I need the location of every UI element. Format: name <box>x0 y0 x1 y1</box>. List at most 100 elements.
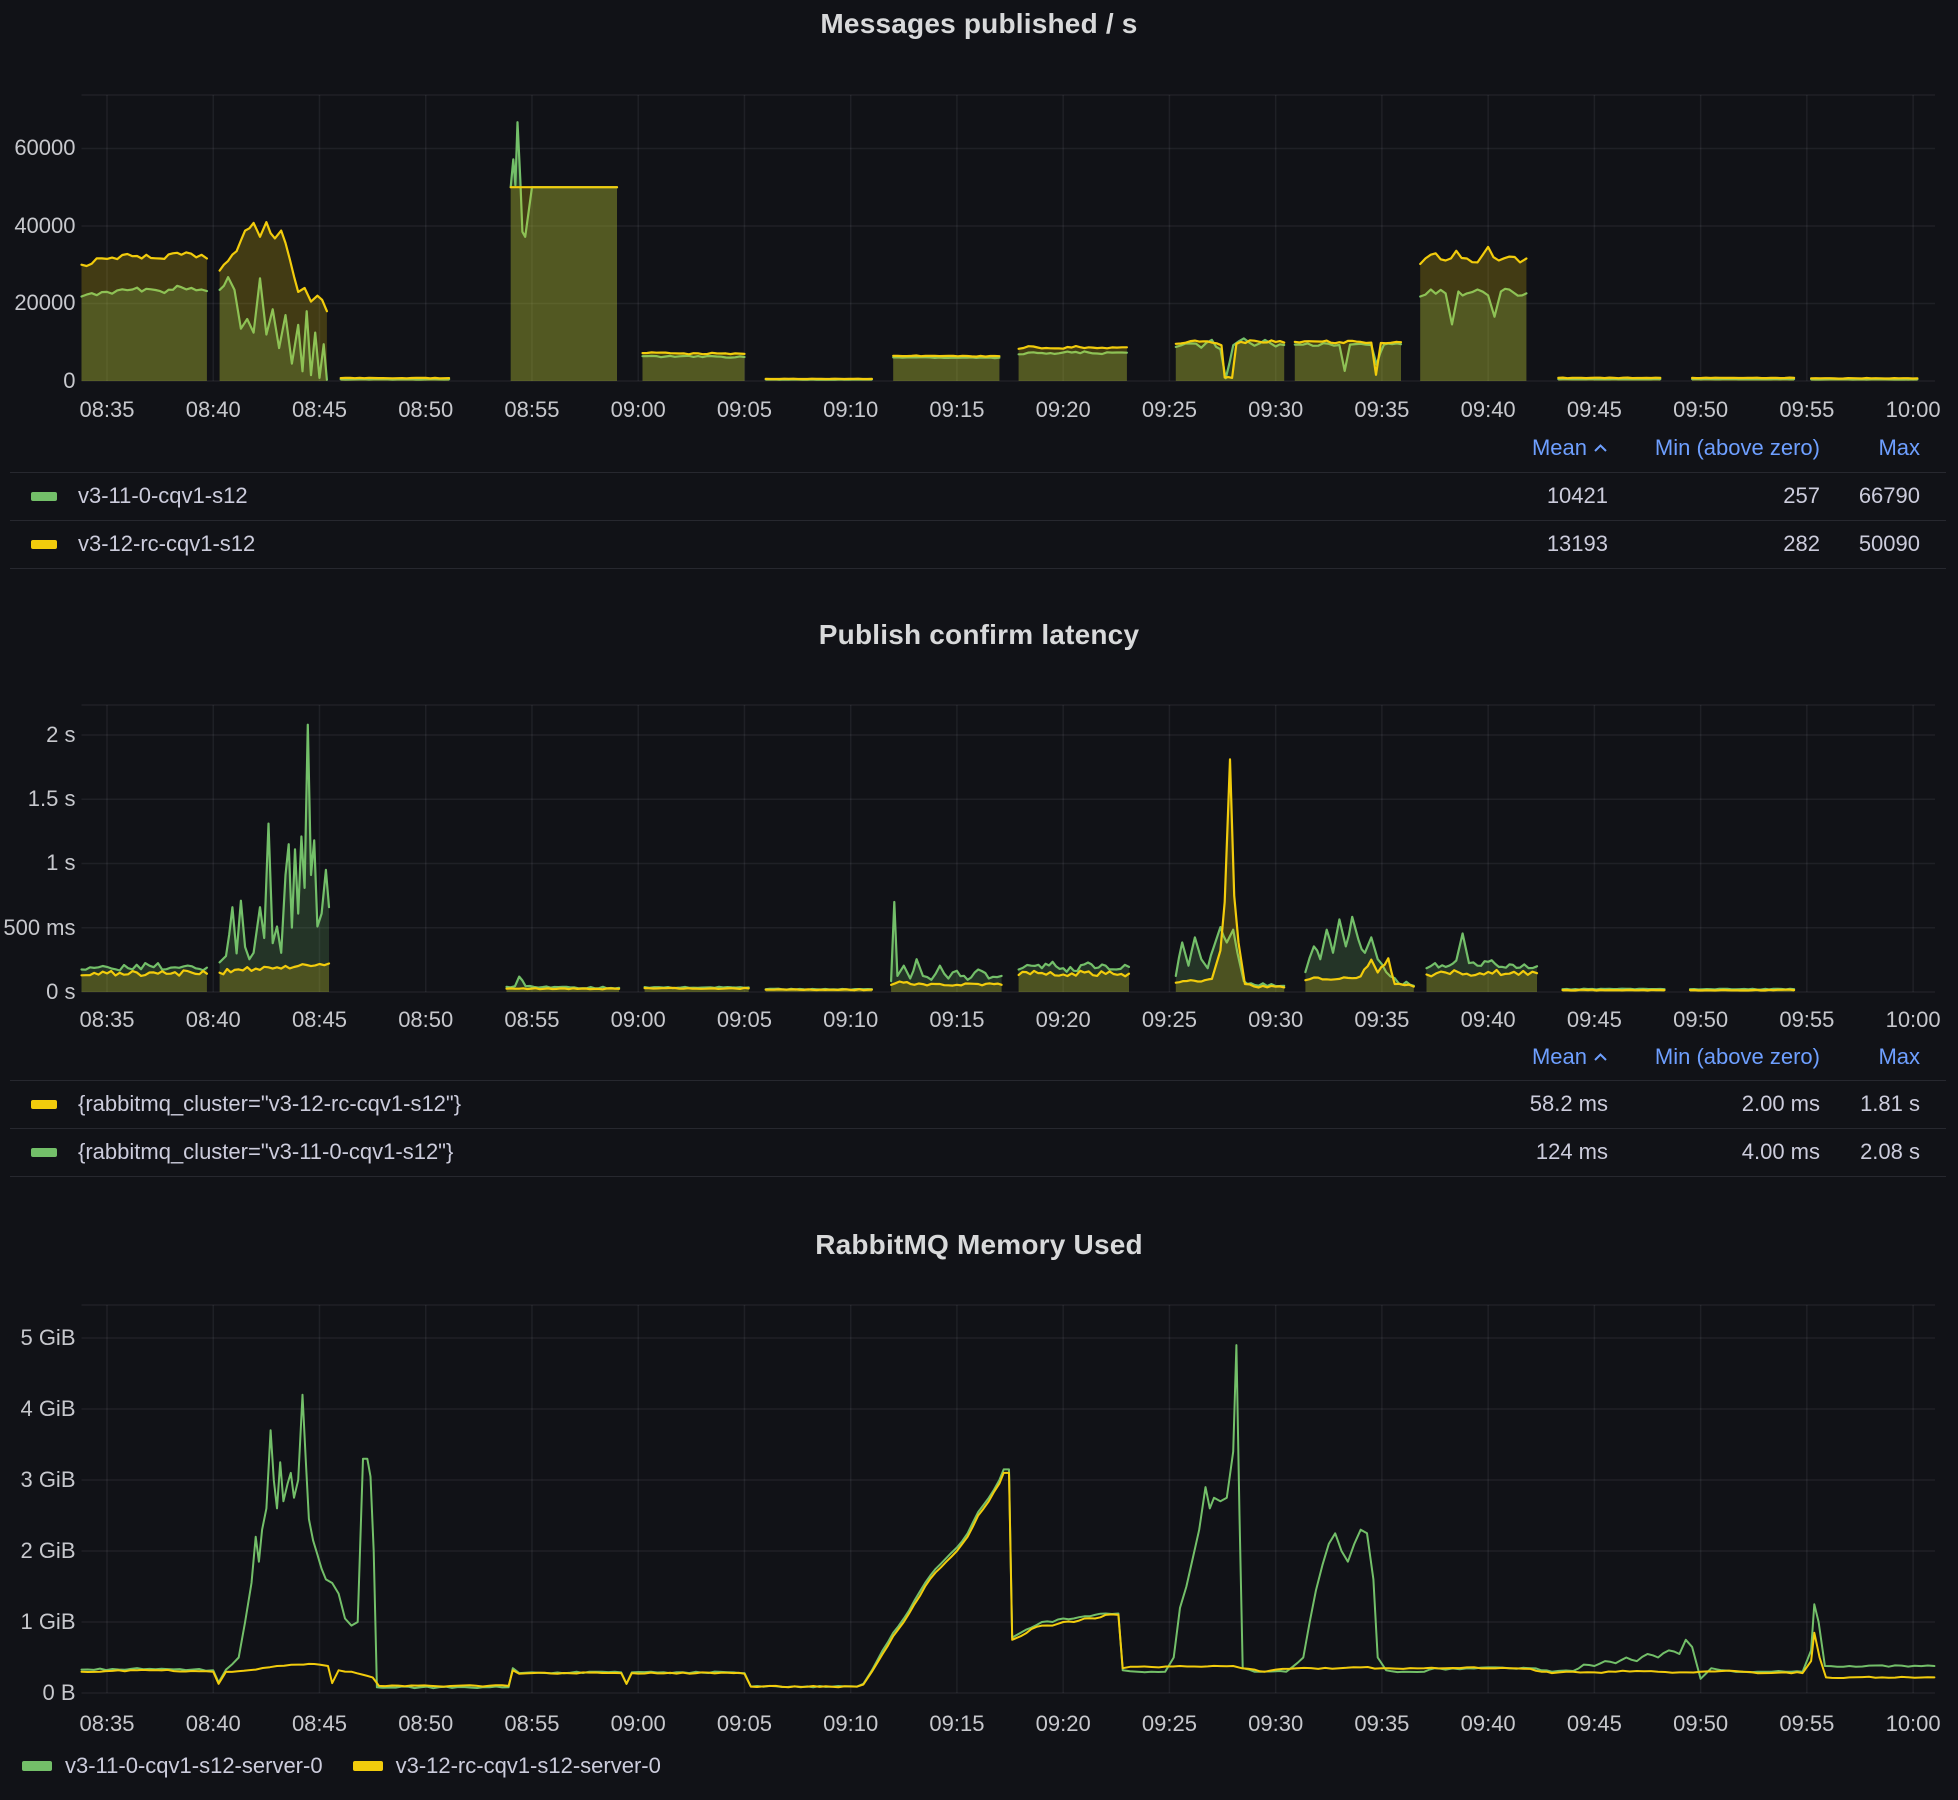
series-mean-value: 13193 <box>1546 531 1608 556</box>
legend-row-v3-11-0[interactable]: v3-11-0-cqv1-s12 10421 257 66790 <box>0 482 1958 510</box>
x-tick-label: 08:50 <box>398 1007 454 1032</box>
legend-header-mean-label: Mean <box>1531 1044 1587 1069</box>
x-tick-label: 08:50 <box>398 397 454 422</box>
x-tick-label: 09:15 <box>929 1711 985 1736</box>
y-tick-label: 0 s <box>46 979 76 1004</box>
legend-row-v3-12-rc[interactable]: v3-12-rc-cqv1-s12 13193 282 50090 <box>0 530 1958 558</box>
y-tick-label: 4 GiB <box>20 1396 76 1421</box>
x-tick-label: 09:50 <box>1673 1007 1729 1032</box>
legend-header-max[interactable]: Max <box>1878 1044 1920 1069</box>
x-tick-label: 09:55 <box>1779 1711 1835 1736</box>
x-tick-label: 09:10 <box>823 1711 879 1736</box>
series-swatch-green <box>31 492 57 501</box>
panel-title-publish-confirm-latency: Publish confirm latency <box>818 619 1140 650</box>
legend-row-cluster-v3-12-rc[interactable]: {rabbitmq_cluster="v3-12-rc-cqv1-s12"} 5… <box>0 1090 1958 1118</box>
x-tick-label: 09:05 <box>716 1711 772 1736</box>
series-min-value: 4.00 ms <box>1741 1139 1820 1164</box>
x-tick-label: 09:20 <box>1035 397 1091 422</box>
series-swatch-green <box>22 1761 52 1771</box>
x-tick-label: 09:15 <box>929 1007 985 1032</box>
y-tick-label: 20000 <box>14 290 76 316</box>
series-name[interactable]: v3-12-rc-cqv1-s12 <box>78 531 256 556</box>
x-tick-label: 09:40 <box>1460 1007 1516 1032</box>
x-tick-label: 09:35 <box>1354 1007 1410 1032</box>
y-tick-label: 2 s <box>46 721 76 747</box>
legend-sort-mean[interactable]: Mean <box>1348 1043 1608 1071</box>
y-tick-label: 1 GiB <box>20 1609 76 1634</box>
legend-header-min[interactable]: Min (above zero) <box>1654 435 1820 460</box>
legend-separator <box>10 520 1946 521</box>
x-tick-label: 09:25 <box>1141 1711 1197 1736</box>
x-tick-label: 09:00 <box>610 1007 666 1032</box>
x-tick-label: 08:45 <box>291 1007 347 1032</box>
series-name[interactable]: v3-11-0-cqv1-s12 <box>78 483 248 508</box>
y-tick-label: 1 s <box>46 850 76 876</box>
x-tick-label: 09:55 <box>1779 1007 1835 1032</box>
legend-header-max[interactable]: Max <box>1878 435 1920 460</box>
series-max-value: 1.81 s <box>1860 1091 1920 1116</box>
x-tick-label: 09:15 <box>929 397 985 422</box>
x-tick-label: 09:10 <box>823 1007 879 1032</box>
y-tick-label: 3 GiB <box>20 1467 76 1492</box>
legend-row-cluster-v3-11-0[interactable]: {rabbitmq_cluster="v3-11-0-cqv1-s12"} 12… <box>0 1138 1958 1166</box>
series-min-value: 282 <box>1783 531 1820 556</box>
series-max-value: 2.08 s <box>1860 1139 1920 1164</box>
x-tick-label: 08:50 <box>398 1711 454 1736</box>
sort-ascending-icon <box>1594 444 1607 452</box>
legend-header-mean-label: Mean <box>1531 435 1587 460</box>
legend-header-min[interactable]: Min (above zero) <box>1654 1044 1820 1069</box>
series-mean-value: 58.2 ms <box>1529 1091 1608 1116</box>
x-tick-label: 09:05 <box>716 1007 772 1032</box>
legend-item-v3-12-rc-server-0[interactable]: v3-12-rc-cqv1-s12-server-0 <box>352 1752 661 1780</box>
x-tick-label: 08:45 <box>291 1711 347 1736</box>
sort-ascending-icon <box>1594 1053 1607 1061</box>
legend-sort-mean[interactable]: Mean <box>1348 434 1608 462</box>
series-name[interactable]: {rabbitmq_cluster="v3-11-0-cqv1-s12"} <box>78 1139 454 1164</box>
series-swatch-yellow <box>31 540 57 549</box>
series-name: v3-12-rc-cqv1-s12-server-0 <box>395 1753 661 1778</box>
y-tick-label: 1.5 s <box>27 786 76 812</box>
x-tick-label: 09:50 <box>1673 397 1729 422</box>
x-tick-label: 10:00 <box>1885 1007 1941 1032</box>
legend-memory-used: v3-11-0-cqv1-s12-server-0 v3-12-rc-cqv1-… <box>22 1752 691 1780</box>
x-tick-label: 08:55 <box>504 1711 560 1736</box>
x-tick-label: 09:40 <box>1460 1711 1516 1736</box>
legend-separator <box>10 568 1946 569</box>
x-tick-label: 10:00 <box>1885 1711 1941 1736</box>
legend-header-messages: Mean Min (above zero) Max <box>0 434 1958 462</box>
series-swatch-yellow <box>352 1761 383 1771</box>
series-mean-value: 124 ms <box>1535 1139 1608 1164</box>
series-name[interactable]: {rabbitmq_cluster="v3-12-rc-cqv1-s12"} <box>78 1091 462 1116</box>
legend-separator <box>10 472 1946 473</box>
y-tick-label: 5 GiB <box>20 1325 76 1350</box>
legend-separator <box>10 1080 1946 1081</box>
x-tick-label: 08:35 <box>79 1007 135 1032</box>
x-tick-label: 09:40 <box>1460 397 1516 422</box>
series-name: v3-11-0-cqv1-s12-server-0 <box>65 1753 323 1778</box>
y-tick-label: 500 ms <box>3 914 76 940</box>
x-tick-label: 09:00 <box>610 397 666 422</box>
x-tick-label: 09:35 <box>1354 397 1410 422</box>
x-tick-label: 08:40 <box>185 1711 241 1736</box>
legend-header-latency: Mean Min (above zero) Max <box>0 1043 1958 1071</box>
series-max-value: 50090 <box>1858 531 1920 556</box>
y-tick-label: 40000 <box>14 212 76 238</box>
y-tick-label: 60000 <box>14 135 76 161</box>
x-tick-label: 09:35 <box>1354 1711 1410 1736</box>
x-tick-label: 09:50 <box>1673 1711 1729 1736</box>
x-tick-label: 08:45 <box>291 397 347 422</box>
x-tick-label: 09:05 <box>716 397 772 422</box>
y-tick-label: 0 <box>63 368 76 393</box>
y-tick-label: 0 B <box>42 1680 76 1705</box>
x-tick-label: 09:20 <box>1035 1007 1091 1032</box>
x-tick-label: 09:30 <box>1248 1007 1304 1032</box>
series-min-value: 257 <box>1783 483 1820 508</box>
legend-item-v3-11-0-server-0[interactable]: v3-11-0-cqv1-s12-server-0 <box>22 1752 323 1780</box>
x-tick-label: 09:00 <box>610 1711 666 1736</box>
x-tick-label: 08:55 <box>504 1007 560 1032</box>
x-tick-label: 08:40 <box>185 1007 241 1032</box>
x-tick-label: 09:45 <box>1566 1007 1622 1032</box>
x-tick-label: 08:40 <box>185 397 241 422</box>
